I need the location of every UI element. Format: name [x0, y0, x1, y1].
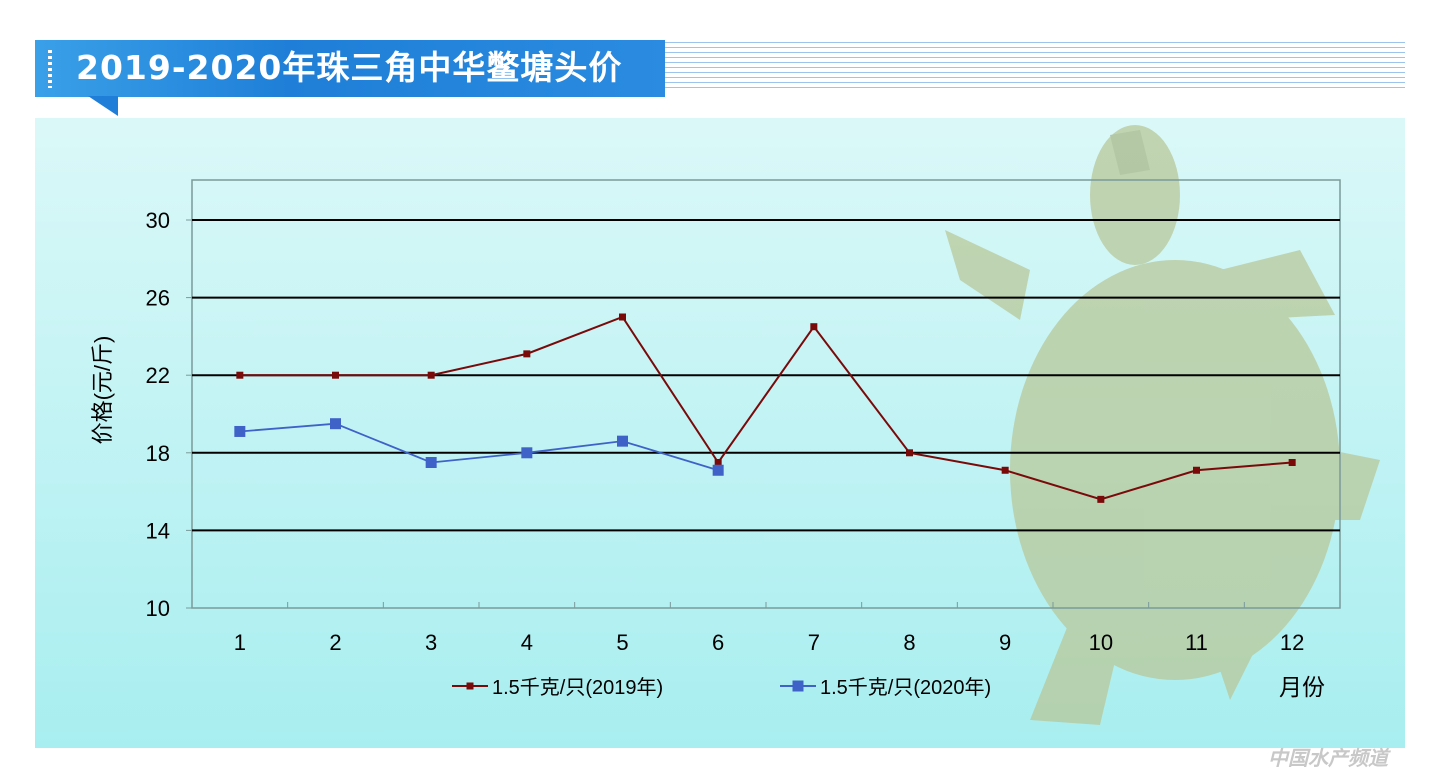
data-point	[1001, 466, 1009, 474]
chart-title: 2019-2020年珠三角中华鳖塘头价	[76, 48, 623, 87]
y-tick-label: 10	[146, 596, 170, 621]
x-tick-label: 1	[234, 630, 246, 655]
x-tick-label: 10	[1089, 630, 1113, 655]
data-point	[236, 371, 244, 379]
data-point	[1097, 495, 1105, 503]
data-point	[619, 313, 626, 321]
legend-label: 1.5千克/只(2020年)	[820, 676, 991, 699]
data-point	[714, 459, 722, 466]
x-tick-label: 6	[712, 630, 724, 655]
data-point	[1193, 466, 1200, 474]
x-tick-label: 9	[999, 630, 1011, 655]
legend-marker	[792, 680, 804, 692]
y-tick-label: 30	[146, 208, 170, 233]
x-tick-label: 11	[1185, 630, 1208, 655]
legend-marker	[466, 682, 474, 690]
data-point	[712, 464, 724, 476]
data-point	[330, 418, 341, 430]
legend-label: 1.5千克/只(2019年)	[492, 676, 663, 699]
watermark: 中国水产频道	[1268, 748, 1388, 770]
x-tick-label: 2	[329, 630, 341, 655]
x-axis-label: 月份	[1279, 674, 1325, 700]
data-point	[523, 350, 531, 358]
y-axis-label: 价格(元/斤)	[90, 336, 115, 445]
y-tick-label: 26	[146, 286, 170, 311]
data-point	[521, 447, 533, 459]
decorative-stripes	[665, 42, 1405, 92]
data-point	[234, 425, 246, 437]
x-tick-label: 4	[521, 630, 533, 655]
data-point	[810, 323, 818, 331]
x-tick-label: 3	[425, 630, 437, 655]
x-tick-label: 7	[808, 630, 820, 655]
y-tick-label: 22	[146, 363, 170, 388]
banner-dots	[48, 50, 52, 88]
y-tick-label: 18	[146, 441, 170, 466]
data-point	[617, 435, 628, 447]
data-point	[427, 371, 435, 379]
y-tick-label: 14	[146, 518, 170, 543]
data-point	[425, 457, 437, 468]
turtle-image	[945, 125, 1380, 725]
x-tick-label: 8	[903, 630, 915, 655]
data-point	[906, 449, 913, 457]
series-line-1	[239, 315, 1293, 501]
series-line-2	[239, 422, 719, 472]
title-banner	[35, 40, 665, 97]
banner-tail	[88, 96, 118, 116]
data-point	[332, 371, 339, 379]
x-tick-label: 5	[616, 630, 628, 655]
x-tick-label: 12	[1280, 630, 1304, 655]
data-point	[1288, 459, 1296, 466]
